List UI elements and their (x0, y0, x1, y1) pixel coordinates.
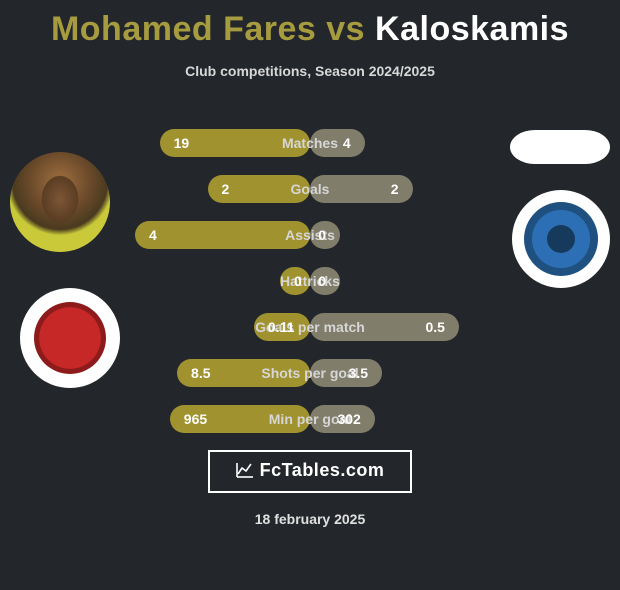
stat-row: Shots per goal8.53.5 (0, 350, 620, 396)
chart-icon (236, 462, 254, 483)
stat-bar-right (310, 129, 365, 157)
stat-row: Matches194 (0, 120, 620, 166)
page-title: Mohamed Fares vs Kaloskamis (0, 10, 620, 49)
stat-row: Goals22 (0, 166, 620, 212)
title-player1: Mohamed Fares (51, 10, 316, 48)
stat-row: Goals per match0.110.5 (0, 304, 620, 350)
stat-value-right: 0.5 (425, 313, 444, 341)
stat-value-left: 2 (222, 175, 230, 203)
stat-value-right: 4 (343, 129, 351, 157)
stat-value-right: 0 (318, 221, 326, 249)
footer: FcTables.com 18 february 2025 (0, 450, 620, 527)
subtitle: Club competitions, Season 2024/2025 (0, 63, 620, 79)
stat-value-left: 0.11 (268, 313, 294, 341)
stat-value-right: 2 (391, 175, 399, 203)
stat-value-left: 0 (294, 267, 302, 295)
stat-bar-left (135, 221, 310, 249)
stat-value-left: 4 (149, 221, 157, 249)
brand-text: FcTables.com (260, 460, 385, 480)
stat-value-right: 3.5 (349, 359, 368, 387)
stat-value-right: 302 (337, 405, 360, 433)
stats-chart: Matches194Goals22Assists40Hattricks00Goa… (0, 120, 620, 442)
brand-box: FcTables.com (208, 450, 413, 493)
stat-bar-right (310, 359, 382, 387)
date-text: 18 february 2025 (0, 511, 620, 527)
stat-row: Hattricks00 (0, 258, 620, 304)
title-vs: vs (326, 10, 365, 48)
title-player2: Kaloskamis (375, 10, 569, 48)
stat-value-left: 965 (184, 405, 207, 433)
stat-value-left: 19 (174, 129, 190, 157)
stat-value-left: 8.5 (191, 359, 210, 387)
stat-value-right: 0 (318, 267, 326, 295)
stat-row: Assists40 (0, 212, 620, 258)
stat-row: Min per goal965302 (0, 396, 620, 442)
